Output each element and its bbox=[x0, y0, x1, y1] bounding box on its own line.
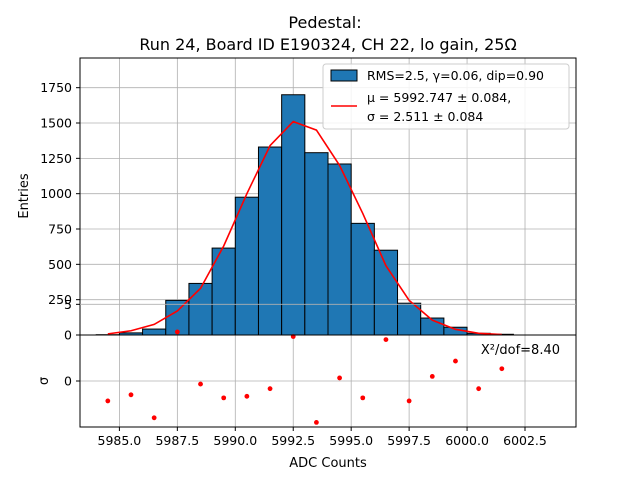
y-tick-label-top: 750 bbox=[48, 222, 72, 237]
residual-point bbox=[175, 330, 180, 335]
legend[interactable]: RMS=2.5, γ=0.06, dip=0.90 μ = 5992.747 ±… bbox=[323, 64, 569, 129]
y-tick-label-top: 1500 bbox=[40, 116, 72, 131]
x-tick-label: 5992.5 bbox=[271, 433, 315, 448]
residual-point bbox=[430, 374, 435, 379]
x-tick-label: 5987.5 bbox=[155, 433, 199, 448]
residual-point bbox=[384, 337, 389, 342]
residual-point bbox=[337, 376, 342, 381]
residual-point bbox=[105, 399, 110, 404]
histogram-bar bbox=[143, 329, 166, 335]
x-tick-label: 5985.0 bbox=[98, 433, 142, 448]
legend-histogram-swatch bbox=[331, 70, 357, 81]
legend-fit-label-line1: μ = 5992.747 ± 0.084, bbox=[367, 90, 511, 105]
x-tick-label: 6002.5 bbox=[503, 433, 547, 448]
y-tick-label-top: 500 bbox=[48, 257, 72, 272]
y-tick-label-top: 1000 bbox=[40, 186, 72, 201]
chi2-annotation: X²/dof=8.40 bbox=[481, 343, 560, 358]
y-axis-label-entries: Entries bbox=[17, 173, 32, 219]
x-tick-label: 5997.5 bbox=[387, 433, 431, 448]
histogram-bar bbox=[374, 250, 397, 335]
x-tick-label: 6000.0 bbox=[445, 433, 489, 448]
legend-fit-label-line2: σ = 2.511 ± 0.084 bbox=[367, 109, 483, 124]
y-tick-label-top: 1750 bbox=[40, 80, 72, 95]
y-tick-label-top: 0 bbox=[64, 328, 72, 343]
residual-point bbox=[268, 386, 273, 391]
histogram-bar bbox=[258, 147, 281, 335]
residual-point bbox=[129, 392, 134, 397]
y-tick-label-top: 1250 bbox=[40, 151, 72, 166]
legend-histogram-label: RMS=2.5, γ=0.06, dip=0.90 bbox=[367, 68, 544, 83]
y-tick-label-bottom: 5 bbox=[64, 297, 72, 312]
residual-point bbox=[314, 420, 319, 425]
chart-title-line2: Run 24, Board ID E190324, CH 22, lo gain… bbox=[139, 35, 516, 54]
residual-point bbox=[198, 382, 203, 387]
residual-point bbox=[407, 399, 412, 404]
y-axis-label-sigma: σ bbox=[37, 377, 52, 385]
chart-title-line1: Pedestal: bbox=[288, 13, 361, 32]
residual-point bbox=[221, 395, 226, 400]
x-axis-label: ADC Counts bbox=[289, 456, 367, 471]
x-tick-label: 5995.0 bbox=[329, 433, 373, 448]
residual-point bbox=[453, 359, 458, 364]
histogram-bar bbox=[235, 197, 258, 335]
residual-point bbox=[152, 415, 157, 420]
residual-point bbox=[244, 394, 249, 399]
residual-point bbox=[476, 386, 481, 391]
histogram-bar bbox=[189, 283, 212, 335]
y-tick-label-bottom: 0 bbox=[64, 374, 72, 389]
residual-point bbox=[499, 366, 504, 371]
histogram-bar bbox=[351, 223, 374, 335]
residual-point bbox=[360, 395, 365, 400]
x-tick-label: 5990.0 bbox=[213, 433, 257, 448]
histogram-bar bbox=[328, 164, 351, 335]
histogram-bar bbox=[305, 153, 328, 335]
